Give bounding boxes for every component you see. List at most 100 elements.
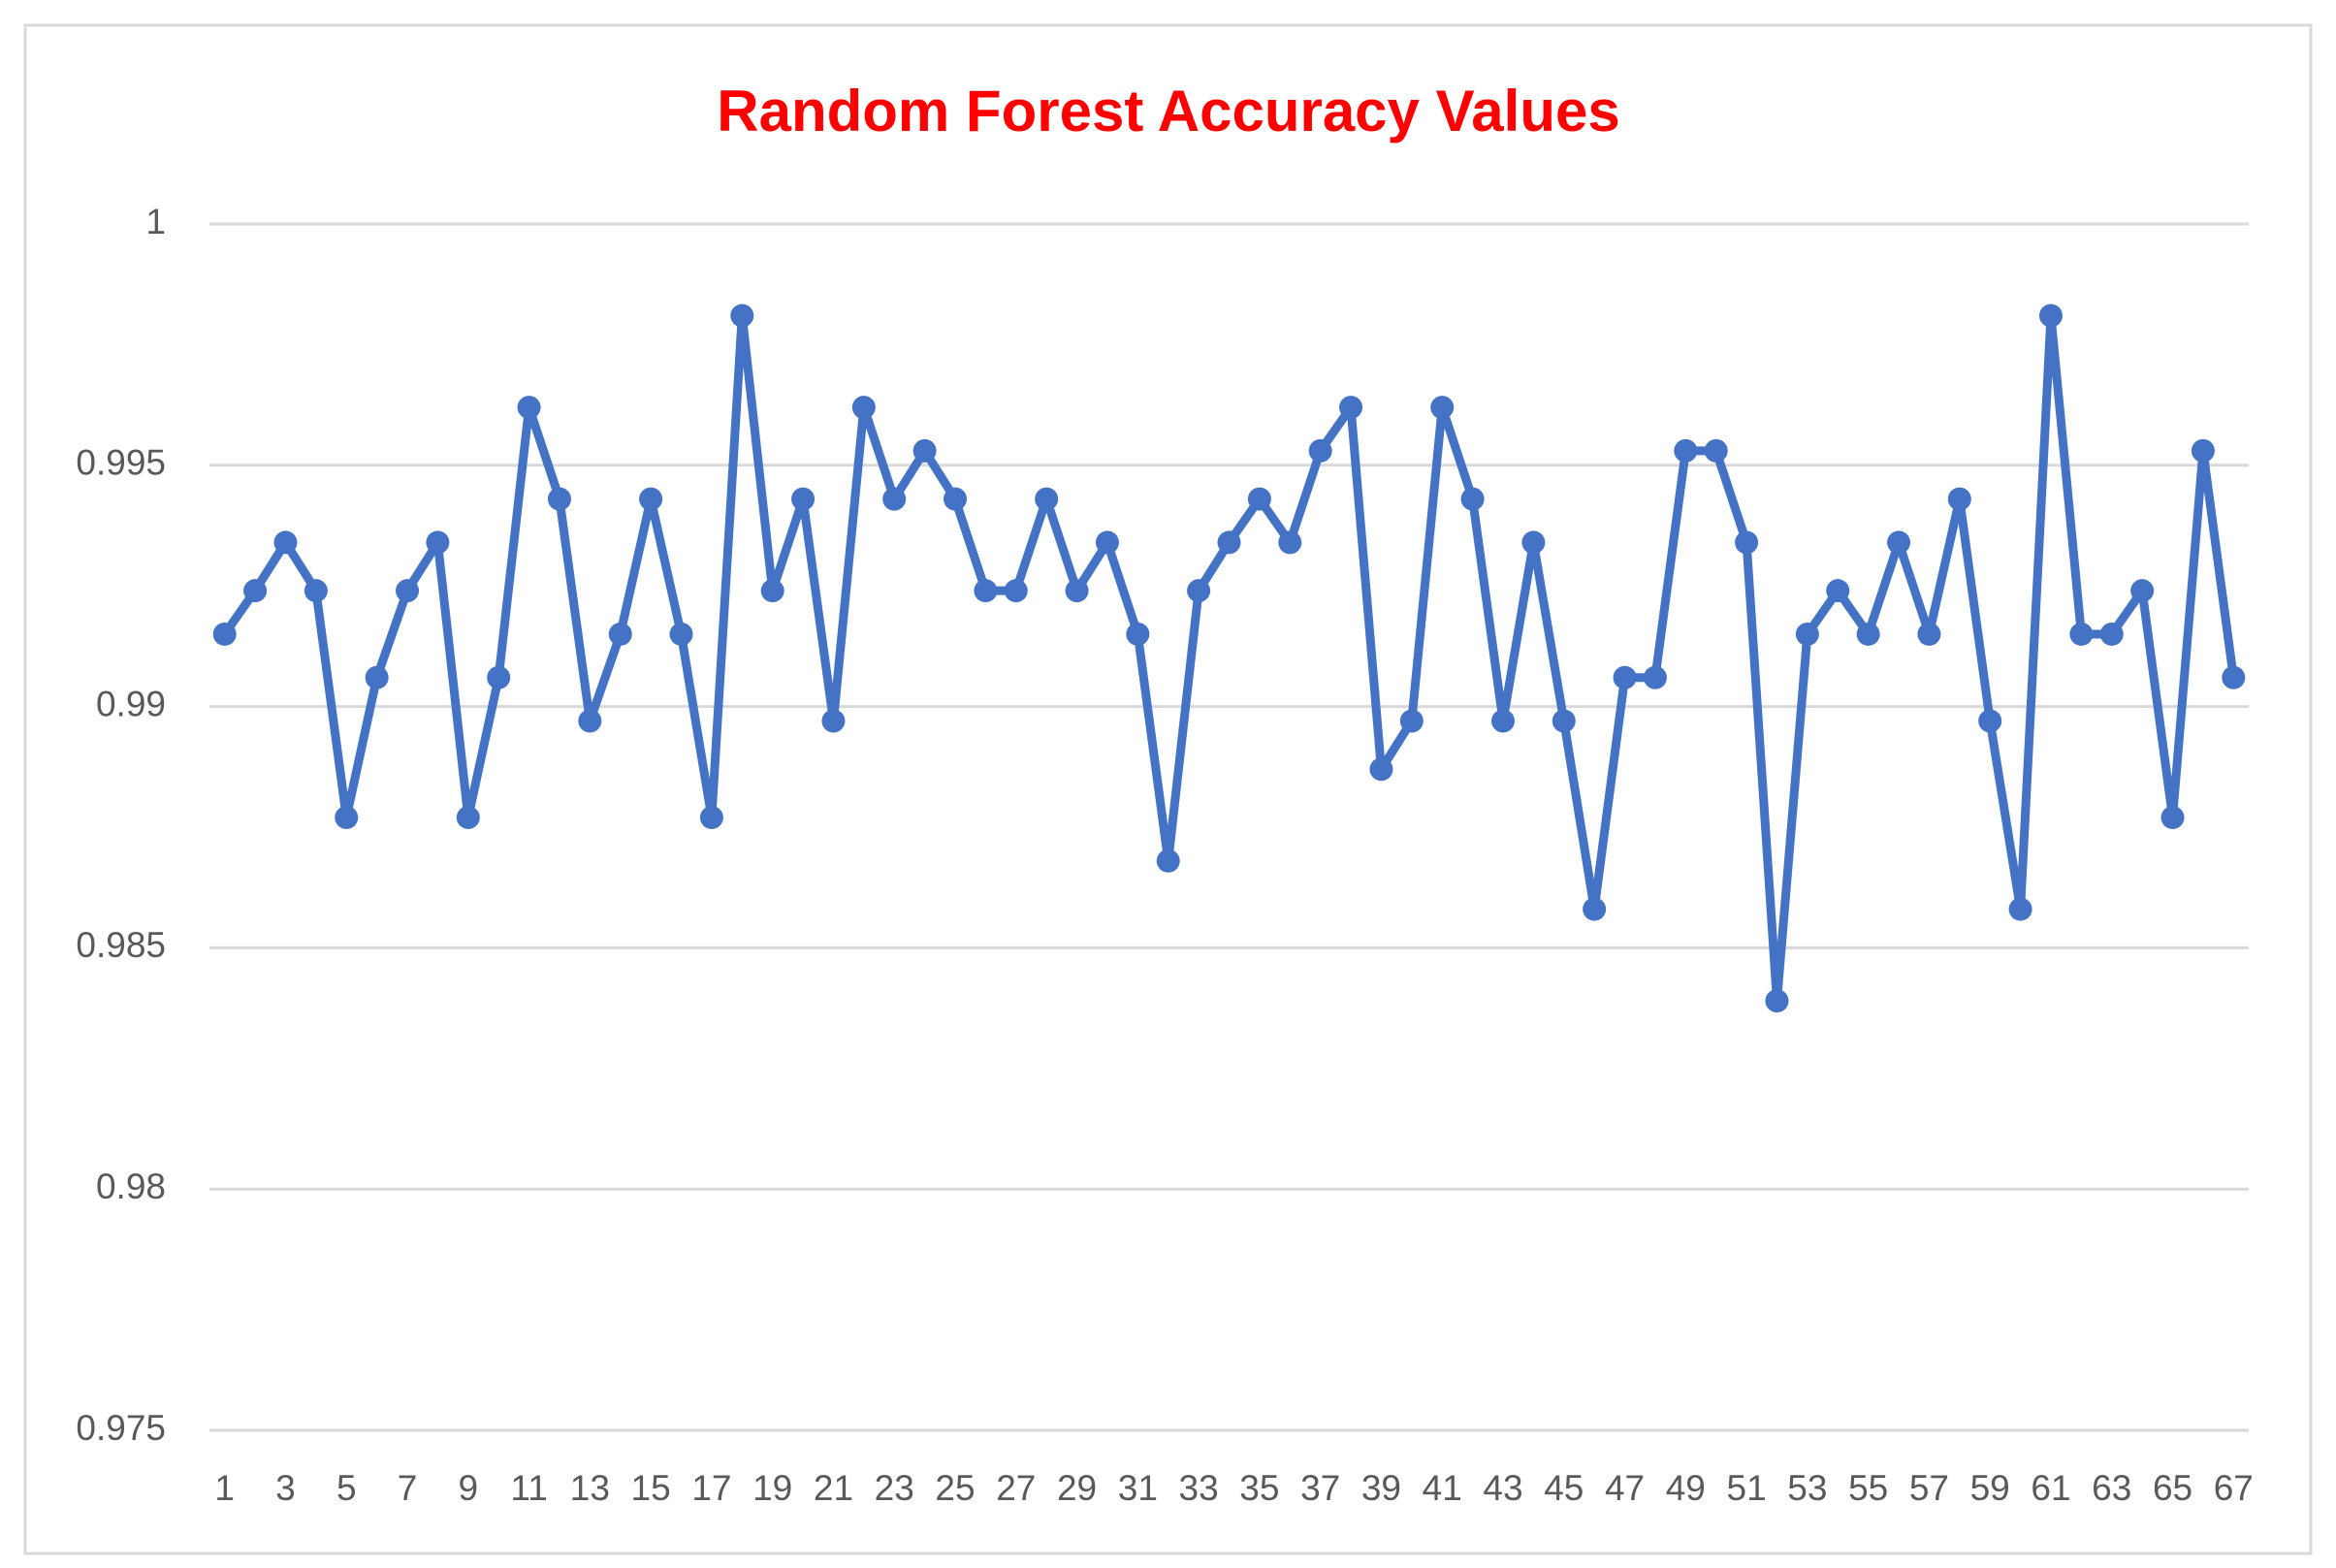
point-marker: [1339, 396, 1363, 420]
x-tick-label: 41: [1423, 1468, 1462, 1508]
point-marker: [2191, 438, 2215, 463]
x-tick-label: 47: [1605, 1468, 1645, 1508]
point-marker: [578, 709, 602, 733]
point-marker: [2099, 622, 2124, 646]
point-marker: [851, 396, 876, 420]
point-marker: [944, 487, 968, 511]
point-marker: [730, 304, 754, 328]
point-marker: [1095, 530, 1119, 555]
x-tick-label: 33: [1179, 1468, 1219, 1508]
point-marker: [1187, 579, 1211, 603]
point-marker: [1643, 665, 1667, 689]
point-marker: [396, 579, 420, 603]
point-marker: [1004, 579, 1028, 603]
point-marker: [1217, 530, 1241, 555]
point-marker: [1795, 622, 1819, 646]
point-marker: [2069, 622, 2094, 646]
x-tick-label: 63: [2092, 1468, 2131, 1508]
x-tick-label: 65: [2153, 1468, 2192, 1508]
point-marker: [974, 579, 998, 603]
point-marker: [699, 806, 723, 830]
x-tick-label: 13: [570, 1468, 610, 1508]
x-tick-label: 53: [1787, 1468, 1827, 1508]
point-marker: [1978, 709, 2002, 733]
point-marker: [1035, 487, 1059, 511]
x-tick-label: 5: [336, 1468, 357, 1508]
x-tick-label: 31: [1118, 1468, 1158, 1508]
point-marker: [1704, 438, 1728, 463]
x-tick-label: 9: [459, 1468, 479, 1508]
x-tick-label: 7: [398, 1468, 418, 1508]
point-marker: [1065, 579, 1089, 603]
point-marker: [882, 487, 907, 511]
x-tick-label: 3: [275, 1468, 296, 1508]
x-tick-label: 17: [691, 1468, 731, 1508]
point-marker: [1887, 530, 1911, 555]
chart-title: Random Forest Accuracy Values: [717, 79, 1619, 144]
y-tick-label: 0.985: [76, 925, 166, 965]
x-tick-label: 27: [996, 1468, 1036, 1508]
point-marker: [2008, 897, 2032, 921]
point-marker: [243, 579, 268, 603]
chart-frame: [23, 23, 2313, 1555]
x-tick-label: 49: [1666, 1468, 1706, 1508]
point-marker: [821, 709, 846, 733]
point-marker: [1156, 848, 1180, 873]
x-tick-label: 11: [510, 1468, 547, 1508]
x-tick-label: 39: [1361, 1468, 1401, 1508]
point-marker: [1552, 709, 1576, 733]
x-tick-label: 25: [935, 1468, 975, 1508]
y-tick-label: 0.995: [76, 443, 166, 483]
x-tick-label: 19: [752, 1468, 792, 1508]
point-marker: [1126, 622, 1150, 646]
point-marker: [1735, 530, 1759, 555]
point-marker: [304, 579, 328, 603]
point-marker: [2038, 304, 2063, 328]
point-marker: [1583, 897, 1607, 921]
point-marker: [791, 487, 816, 511]
x-tick-label: 61: [2031, 1468, 2070, 1508]
point-marker: [335, 806, 359, 830]
point-marker: [1765, 989, 1789, 1013]
point-marker: [1308, 438, 1332, 463]
point-marker: [273, 530, 298, 555]
x-tick-label: 45: [1544, 1468, 1584, 1508]
y-tick-label: 0.975: [76, 1408, 166, 1448]
y-tick-label: 1: [145, 202, 166, 241]
point-marker: [2222, 665, 2246, 689]
point-marker: [1278, 530, 1302, 555]
x-tick-label: 51: [1727, 1468, 1767, 1508]
x-tick-label: 1: [214, 1468, 235, 1508]
y-tick-label: 0.99: [96, 684, 166, 723]
point-marker: [1521, 530, 1546, 555]
point-marker: [669, 622, 693, 646]
point-marker: [517, 396, 541, 420]
x-tick-label: 29: [1057, 1468, 1097, 1508]
point-marker: [1399, 709, 1424, 733]
point-marker: [1460, 487, 1485, 511]
point-marker: [2130, 579, 2155, 603]
point-marker: [912, 438, 937, 463]
point-marker: [2160, 806, 2185, 830]
x-tick-label: 23: [875, 1468, 914, 1508]
y-tick-label: 0.98: [96, 1167, 166, 1206]
point-marker: [1369, 757, 1393, 782]
point-marker: [608, 622, 632, 646]
point-marker: [212, 622, 237, 646]
point-marker: [1490, 709, 1515, 733]
x-tick-label: 55: [1848, 1468, 1888, 1508]
point-marker: [456, 806, 480, 830]
x-tick-label: 57: [1909, 1468, 1949, 1508]
x-tick-label: 37: [1300, 1468, 1340, 1508]
point-marker: [760, 579, 784, 603]
point-marker: [547, 487, 571, 511]
point-marker: [487, 665, 511, 689]
x-tick-label: 15: [631, 1468, 671, 1508]
point-marker: [426, 530, 450, 555]
x-tick-label: 67: [2214, 1468, 2254, 1508]
point-marker: [1674, 438, 1698, 463]
x-tick-label: 35: [1239, 1468, 1279, 1508]
x-tick-label: 59: [1970, 1468, 2010, 1508]
